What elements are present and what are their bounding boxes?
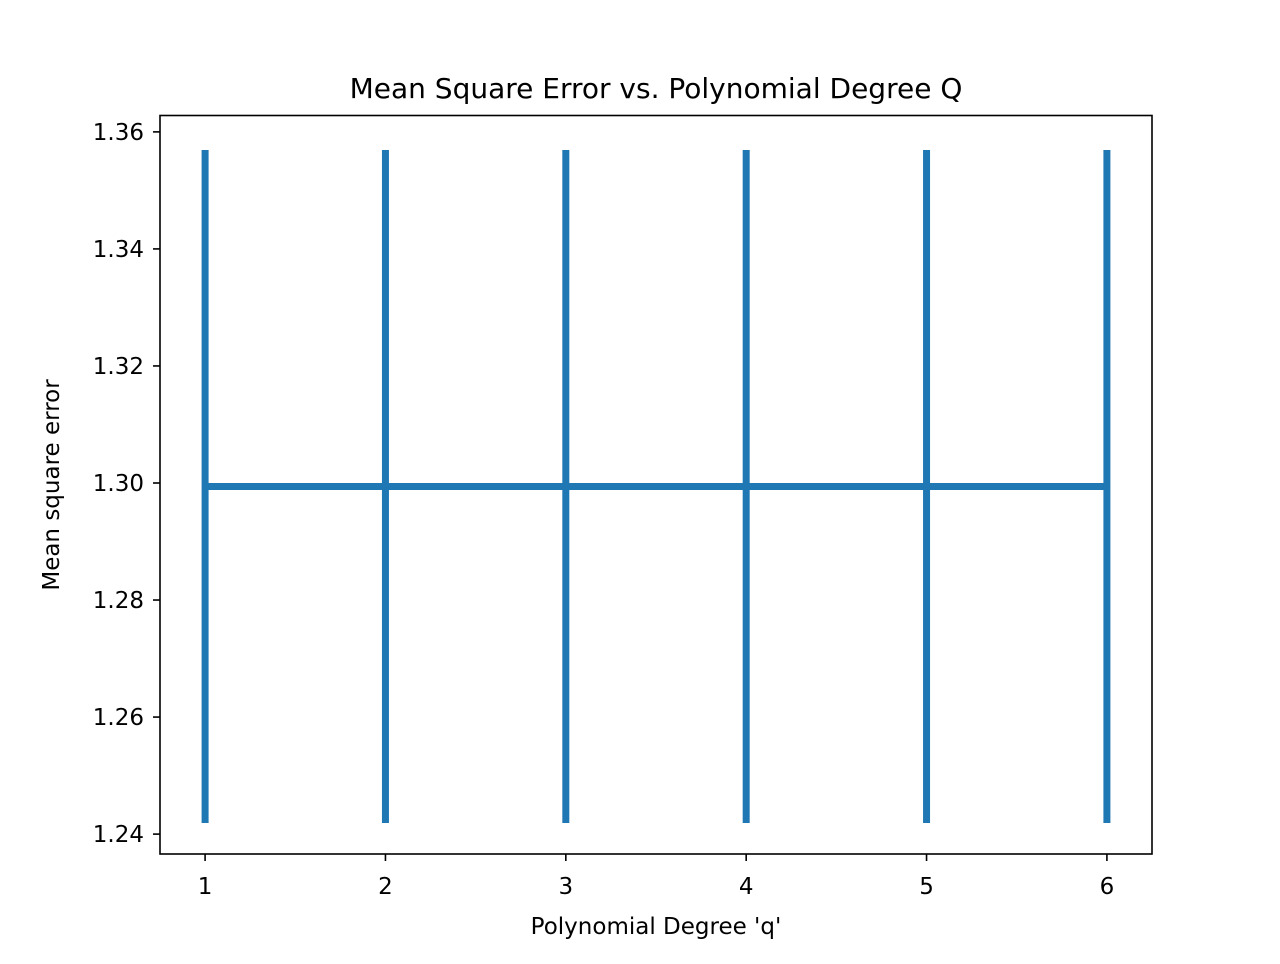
plot-area-frame [159, 114, 1153, 855]
x-tick-label: 5 [919, 874, 934, 900]
x-tick-label: 6 [1100, 874, 1115, 900]
y-tick-label: 1.32 [93, 354, 144, 380]
chart-marks [201, 150, 1111, 823]
y-tick-label: 1.34 [93, 237, 144, 263]
y-axis-ticks: 1.24 1.26 1.28 1.30 1.32 1.34 1.36 [93, 120, 160, 848]
x-tick-label: 2 [378, 874, 393, 900]
x-axis-label: Polynomial Degree 'q' [531, 914, 782, 940]
y-tick-label: 1.30 [93, 471, 144, 497]
x-axis-ticks: 1 2 3 4 5 6 [198, 854, 1114, 900]
y-tick-label: 1.26 [93, 705, 144, 731]
y-tick-label: 1.36 [93, 120, 144, 146]
x-tick-label: 1 [198, 874, 213, 900]
chart-title: Mean Square Error vs. Polynomial Degree … [350, 72, 963, 105]
y-tick-label: 1.28 [93, 588, 144, 614]
x-tick-label: 4 [739, 874, 754, 900]
x-tick-label: 3 [558, 874, 573, 900]
y-axis-label: Mean square error [39, 379, 65, 591]
y-tick-label: 1.24 [93, 822, 144, 848]
